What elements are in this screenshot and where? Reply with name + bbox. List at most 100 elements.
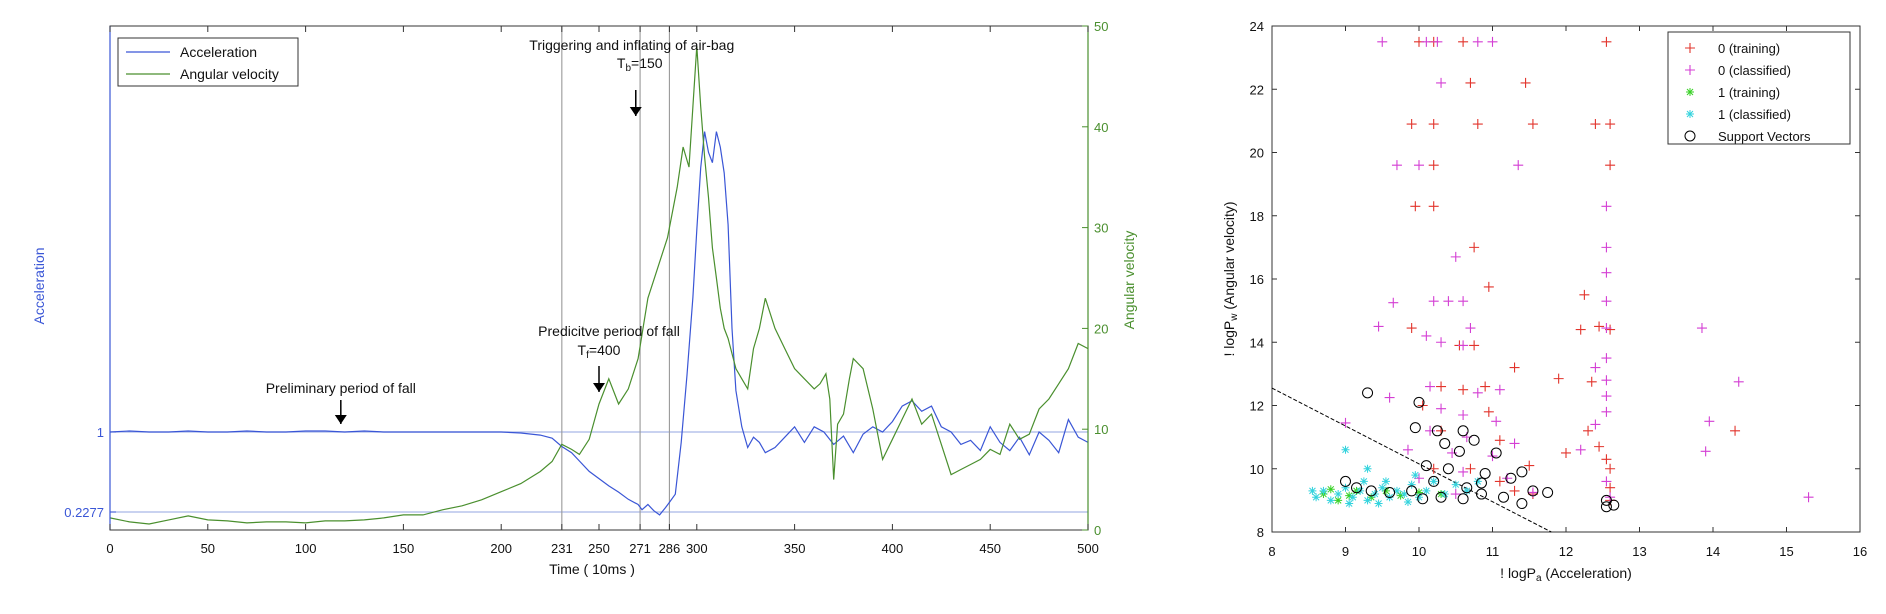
point-1-classified [1334, 490, 1343, 499]
point-support-vectors [1490, 447, 1502, 459]
point-1-classified [1363, 464, 1372, 473]
legend-label-acceleration: Acceleration [180, 44, 257, 60]
point-support-vectors [1340, 475, 1351, 487]
legend-swatch-support-vectors [1684, 130, 1696, 142]
legend-label-0-training: 0 (training) [1718, 41, 1780, 56]
point-0-training [1561, 447, 1571, 458]
scatter-y-tick-label: 20 [1250, 146, 1264, 161]
point-0-training [1469, 242, 1480, 253]
point-1-classified [1451, 480, 1460, 489]
point-support-vectors [1384, 486, 1396, 498]
point-1-classified [1341, 445, 1350, 454]
point-1-training [1334, 496, 1343, 505]
x-tick-label: 200 [490, 541, 512, 556]
point-0-classified [1340, 417, 1351, 428]
point-support-vectors [1461, 482, 1473, 494]
scatter-x-tick-label: 9 [1342, 544, 1349, 559]
point-1-classified [1403, 497, 1412, 506]
point-0-training [1575, 324, 1586, 335]
point-0-classified [1601, 406, 1612, 417]
point-0-training [1458, 36, 1469, 47]
point-0-training [1520, 77, 1531, 88]
point-0-classified [1700, 446, 1711, 457]
point-0-training [1605, 160, 1616, 171]
point-0-training [1406, 119, 1417, 130]
point-0-training [1590, 119, 1601, 130]
point-0-classified [1601, 323, 1612, 334]
point-0-training [1458, 384, 1469, 395]
point-0-classified [1494, 384, 1505, 395]
point-1-classified [1422, 486, 1431, 495]
right-y-axis-label: ! logPw (Angular velocity) [1221, 201, 1240, 356]
point-support-vectors [1505, 472, 1517, 484]
point-0-classified [1436, 337, 1447, 348]
scatter-y-tick-label: 8 [1257, 525, 1264, 540]
point-0-classified [1590, 419, 1601, 430]
scatter-y-tick-label: 14 [1250, 335, 1264, 350]
point-0-classified [1458, 340, 1469, 351]
x-tick-label: 0 [106, 541, 113, 556]
point-1-classified [1462, 486, 1471, 495]
point-0-training [1410, 201, 1421, 212]
point-1-classified [1359, 477, 1368, 486]
point-support-vectors [1442, 463, 1454, 475]
point-0-classified [1450, 489, 1461, 500]
point-0-classified [1384, 392, 1395, 403]
point-1-training [1396, 491, 1405, 500]
scatter-x-tick-label: 14 [1706, 544, 1720, 559]
point-0-classified [1601, 353, 1612, 364]
point-0-classified [1421, 330, 1432, 341]
point-0-classified [1696, 323, 1707, 334]
point-0-training [1594, 441, 1605, 452]
point-0-classified [1601, 242, 1612, 253]
point-0-training [1730, 425, 1741, 436]
point-support-vectors [1431, 425, 1443, 437]
point-1-classified [1378, 483, 1387, 492]
arrow-preliminary-head [334, 415, 347, 424]
scatter-y-tick-label: 16 [1250, 272, 1264, 287]
y-left-tick-label: 0.2277 [64, 505, 104, 520]
point-0-classified [1458, 409, 1469, 420]
point-support-vectors [1428, 475, 1440, 487]
point-0-classified [1391, 160, 1402, 171]
point-support-vectors [1453, 445, 1465, 457]
annotation-predictive: Predicitve period of fall [538, 323, 680, 339]
x-tick-label: 286 [659, 541, 681, 556]
x-tick-label: 400 [882, 541, 904, 556]
point-1-classified [1312, 493, 1321, 502]
point-0-training [1428, 119, 1439, 130]
point-0-training [1436, 381, 1447, 392]
point-0-classified [1472, 36, 1483, 47]
series-acceleration-line [109, 131, 1089, 516]
x-tick-label: 150 [393, 541, 415, 556]
right-y-axis-label: Angular velocity [1121, 231, 1137, 330]
scatter-x-tick-label: 16 [1853, 544, 1867, 559]
point-1-classified [1473, 477, 1482, 486]
point-0-classified [1421, 36, 1432, 47]
point-1-classified [1348, 493, 1357, 502]
point-0-classified [1487, 36, 1498, 47]
left-y-axis-label: Acceleration [31, 247, 47, 324]
point-0-classified [1601, 476, 1612, 487]
x-tick-label: 350 [784, 541, 806, 556]
point-0-training [1509, 485, 1520, 496]
point-0-classified [1428, 296, 1439, 307]
y-right-tick-label: 10 [1094, 422, 1108, 437]
point-support-vectors [1527, 485, 1539, 497]
y-right-tick-label: 30 [1094, 221, 1108, 236]
point-support-vectors [1608, 499, 1620, 511]
point-0-training [1483, 406, 1494, 417]
point-0-classified [1458, 296, 1469, 307]
point-support-vectors [1516, 498, 1528, 510]
y-right-tick-label: 50 [1094, 19, 1108, 34]
point-support-vectors [1457, 425, 1469, 437]
point-support-vectors [1351, 482, 1363, 494]
point-1-classified [1429, 477, 1438, 486]
scatter-chart: 8 9 10 11 12 13 14 15 16 8 10 12 14 16 18 20 22 24 0 (tra… [1221, 19, 1867, 584]
point-1-classified [1374, 499, 1383, 508]
right-legend: 0 (training) 0 (classified) 1 (training)… [1667, 31, 1851, 145]
point-0-classified [1491, 416, 1502, 427]
point-0-classified [1425, 381, 1436, 392]
point-1-classified [1345, 499, 1354, 508]
